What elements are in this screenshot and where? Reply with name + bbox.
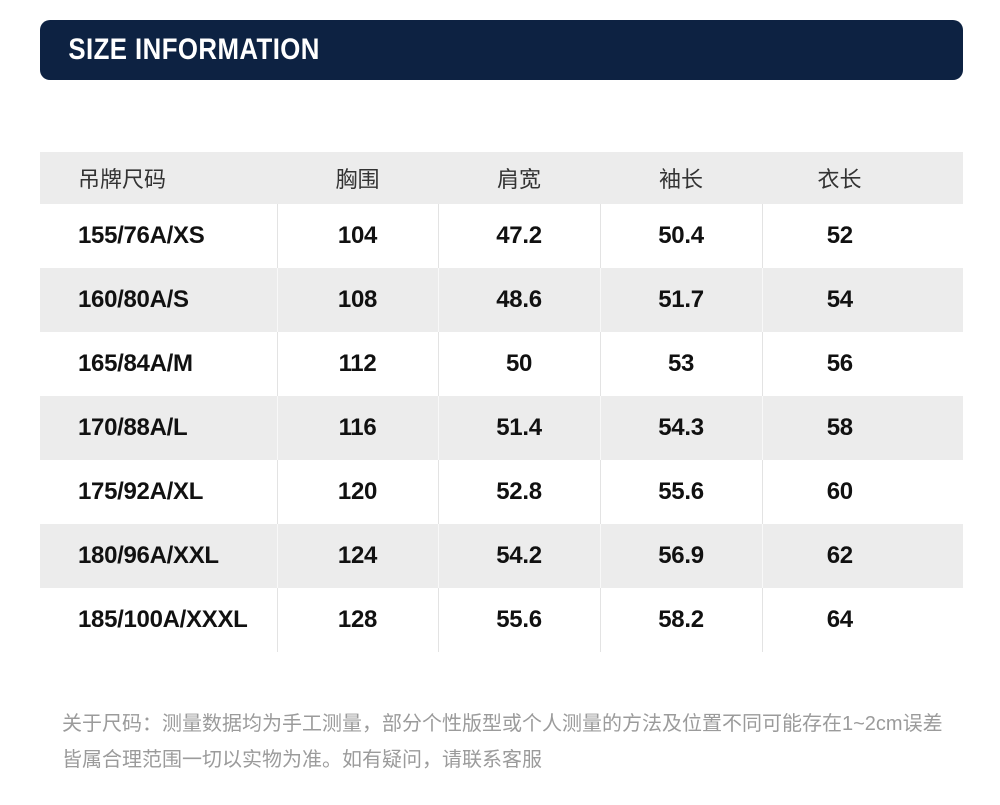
column-header-sleeve-length: 袖长 <box>600 152 762 204</box>
size-cell: 170/88A/L <box>78 414 188 441</box>
measurement-cell: 56 <box>761 332 963 396</box>
measurement-cell: 116 <box>276 396 438 460</box>
table-row: 160/80A/S 108 48.6 51.7 54 <box>40 268 963 332</box>
column-header-tag-size: 吊牌尺码 <box>40 152 277 204</box>
measurement-cell: 47.2 <box>437 204 600 268</box>
size-note: 关于尺码：测量数据均为手工测量，部分个性版型或个人测量的方法及位置不同可能存在1… <box>62 706 967 778</box>
size-cell: 180/96A/XXL <box>78 542 219 569</box>
size-note-line-1: 关于尺码：测量数据均为手工测量，部分个性版型或个人测量的方法及位置不同可能存在1… <box>62 713 943 735</box>
measurement-cell: 50 <box>437 332 600 396</box>
table-row: 175/92A/XL 120 52.8 55.6 60 <box>40 460 963 524</box>
size-note-line-2: 皆属合理范围一切以实物为准。如有疑问，请联系客服 <box>62 749 542 771</box>
size-information-banner: SIZE INFORMATION <box>40 20 963 80</box>
measurement-cell: 62 <box>761 524 963 588</box>
measurement-cell: 112 <box>276 332 438 396</box>
measurement-cell: 128 <box>276 588 438 652</box>
measurement-cell: 58.2 <box>599 588 762 652</box>
measurement-cell: 108 <box>276 268 438 332</box>
measurement-cell: 120 <box>276 460 438 524</box>
measurement-cell: 50.4 <box>599 204 762 268</box>
measurement-cell: 48.6 <box>437 268 600 332</box>
table-row: 185/100A/XXXL 128 55.6 58.2 64 <box>40 588 963 652</box>
measurement-cell: 58 <box>761 396 963 460</box>
measurement-cell: 54.3 <box>599 396 762 460</box>
table-row: 165/84A/M 112 50 53 56 <box>40 332 963 396</box>
measurement-cell: 53 <box>599 332 762 396</box>
table-row: 180/96A/XXL 124 54.2 56.9 62 <box>40 524 963 588</box>
measurement-cell: 52.8 <box>437 460 600 524</box>
measurement-cell: 55.6 <box>437 588 600 652</box>
table-header-row: 吊牌尺码 胸围 肩宽 袖长 衣长 <box>40 152 963 204</box>
measurement-cell: 51.7 <box>599 268 762 332</box>
size-cell: 165/84A/M <box>78 350 193 377</box>
measurement-cell: 55.6 <box>599 460 762 524</box>
size-table: 吊牌尺码 胸围 肩宽 袖长 衣长 155/76A/XS 104 47.2 50.4 52… <box>40 152 963 652</box>
measurement-cell: 54 <box>761 268 963 332</box>
measurement-cell: 104 <box>276 204 438 268</box>
column-header-garment-length: 衣长 <box>762 152 963 204</box>
measurement-cell: 64 <box>761 588 963 652</box>
measurement-cell: 124 <box>276 524 438 588</box>
measurement-cell: 54.2 <box>437 524 600 588</box>
measurement-cell: 56.9 <box>599 524 762 588</box>
table-row: 170/88A/L 116 51.4 54.3 58 <box>40 396 963 460</box>
measurement-cell: 60 <box>761 460 963 524</box>
measurement-cell: 52 <box>761 204 963 268</box>
size-cell: 155/76A/XS <box>78 222 205 249</box>
size-cell: 175/92A/XL <box>78 478 204 505</box>
table-row: 155/76A/XS 104 47.2 50.4 52 <box>40 204 963 268</box>
column-header-chest: 胸围 <box>277 152 438 204</box>
section-title: SIZE INFORMATION <box>68 33 320 66</box>
measurement-cell: 51.4 <box>437 396 600 460</box>
size-cell: 185/100A/XXXL <box>78 606 248 633</box>
size-cell: 160/80A/S <box>78 286 189 313</box>
column-header-shoulder-width: 肩宽 <box>438 152 600 204</box>
